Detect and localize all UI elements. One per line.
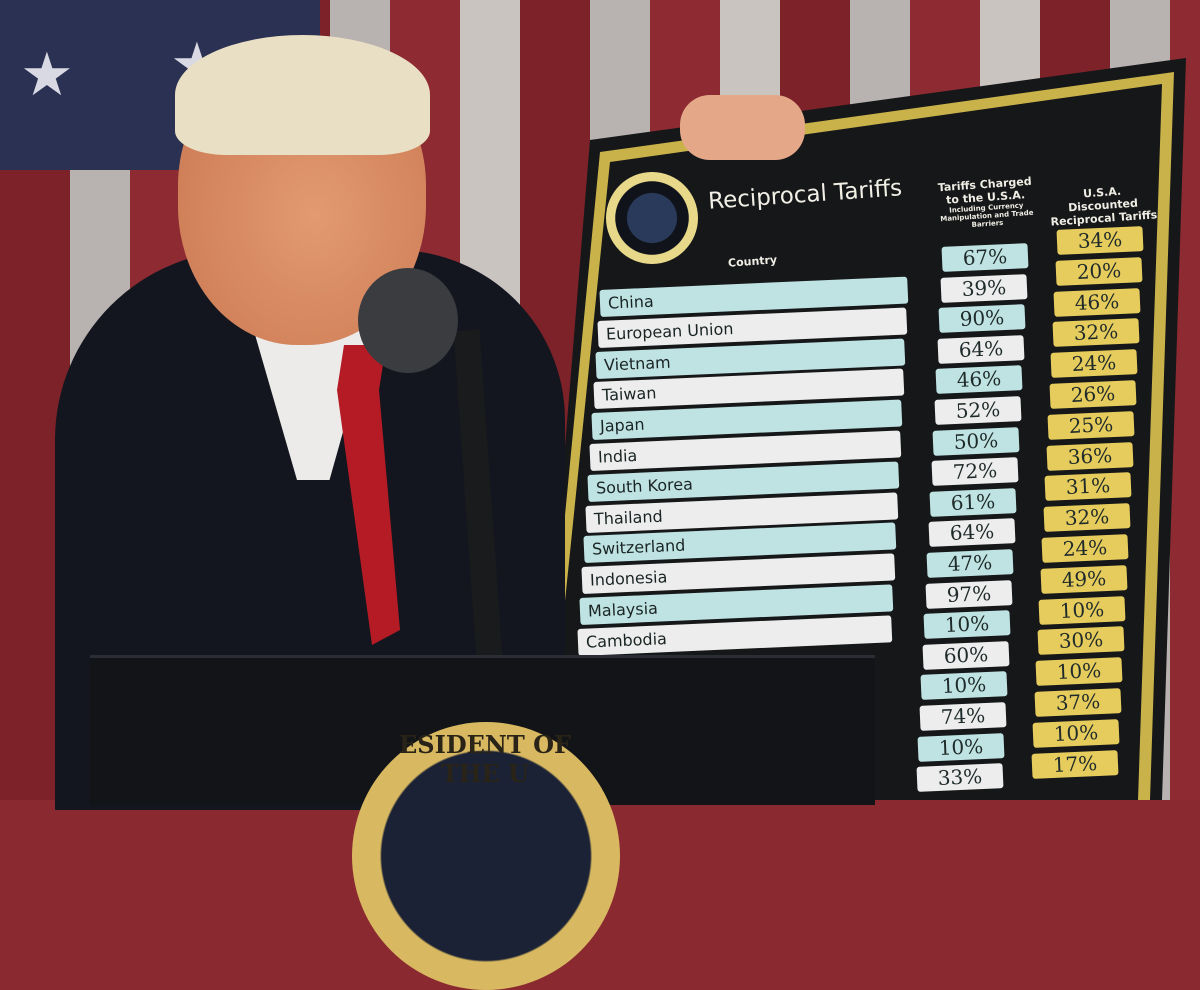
tariff-charged-cell: 52%	[933, 396, 1022, 425]
reciprocal-tariff-cell: 49%	[1039, 564, 1128, 594]
tariff-charged-cell: 10%	[917, 732, 1005, 762]
hair	[175, 35, 430, 155]
hand	[680, 95, 805, 160]
tariff-charged-cell: 50%	[932, 426, 1020, 456]
reciprocal-tariff-cell: 32%	[1042, 503, 1131, 533]
tariff-charged-cell: 60%	[921, 640, 1010, 670]
reciprocal-tariff-cell: 46%	[1053, 287, 1141, 317]
reciprocal-tariff-cell: 30%	[1036, 626, 1125, 656]
reciprocal-tariff-cell: 20%	[1054, 256, 1143, 286]
col2-header: U.S.A. Discounted Reciprocal Tariffs	[1050, 184, 1158, 229]
tariff-charged-cell: 47%	[926, 549, 1014, 578]
tariff-charged-cell: 64%	[936, 334, 1025, 364]
tariff-charged-cell: 46%	[935, 365, 1023, 395]
reciprocal-tariff-cell: 17%	[1030, 749, 1119, 779]
tariff-charged-cell: 33%	[915, 763, 1004, 793]
reciprocal-tariff-cell: 24%	[1041, 534, 1129, 563]
tariff-charged-cell: 10%	[920, 671, 1008, 701]
reciprocal-tariff-cell: 25%	[1047, 410, 1135, 440]
reciprocal-tariff-cell: 26%	[1048, 380, 1137, 409]
tariff-charged-cell: 72%	[930, 457, 1019, 487]
reciprocal-tariff-cell: 37%	[1033, 688, 1122, 717]
presidential-seal	[606, 172, 698, 264]
reciprocal-tariff-cell: 32%	[1051, 318, 1140, 348]
reciprocal-tariff-cell: 31%	[1044, 472, 1132, 502]
reciprocal-tariff-cell: 34%	[1056, 226, 1144, 255]
tariff-charged-cell: 74%	[918, 702, 1007, 731]
star-icon: ★	[20, 40, 74, 110]
tariff-charged-cell: 10%	[923, 610, 1011, 640]
tariff-charged-cell: 64%	[927, 518, 1016, 548]
reciprocal-tariff-cell: 10%	[1038, 595, 1126, 625]
reciprocal-tariff-cell: 10%	[1035, 657, 1123, 687]
reciprocal-tariff-cell: 24%	[1050, 349, 1138, 379]
col1-header: Tariffs Charged to the U.S.A. Including …	[934, 175, 1037, 232]
tariff-charged-cell: 67%	[941, 243, 1029, 272]
tariff-charged-cell: 61%	[929, 487, 1017, 517]
tariff-charged-cell: 90%	[938, 304, 1026, 334]
microphone-icon	[358, 268, 458, 373]
reciprocal-tariff-cell: 36%	[1045, 441, 1134, 471]
tariff-charged-cell: 97%	[924, 579, 1013, 609]
tariff-charged-cell: 39%	[939, 273, 1028, 303]
reciprocal-tariff-cell: 10%	[1032, 718, 1120, 748]
podium-seal-text: ESIDENT OF THE U	[398, 730, 572, 788]
